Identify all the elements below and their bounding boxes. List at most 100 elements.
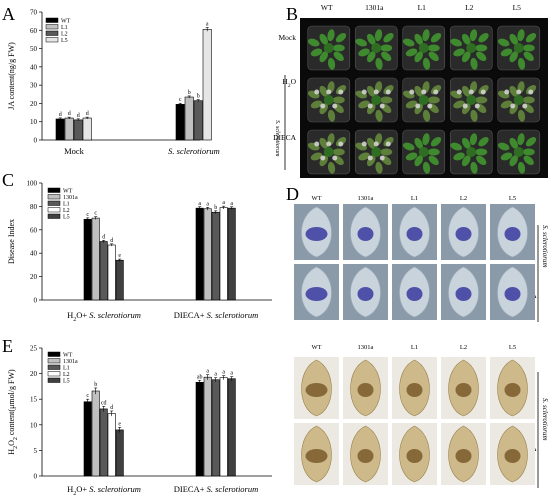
significance-letter: a: [206, 22, 209, 28]
plant-rosette-center: [466, 43, 477, 53]
significance-letter: e: [118, 421, 121, 427]
y-tick-label: 30: [30, 82, 38, 90]
plant-leaf: [517, 133, 525, 146]
legend-label: L5: [63, 215, 70, 221]
x-category-label-part: S. sclerotiorum: [205, 484, 259, 494]
significance-letter: cd: [101, 400, 107, 406]
bar: [175, 104, 185, 141]
x-category-label-part: S. sclerotiorum: [205, 310, 259, 320]
plant-leaf: [469, 29, 478, 42]
plant-leaf: [476, 51, 487, 62]
x-category-label-part: 2: [73, 491, 76, 497]
fungal-lesion: [415, 103, 421, 109]
significance-letter: d: [110, 238, 113, 244]
y-tick-label: 5: [34, 447, 38, 455]
panel-b-row-label-part: 2: [288, 83, 291, 89]
bar: [211, 379, 220, 477]
plant-leaf: [509, 137, 519, 149]
plant-leaf: [517, 29, 525, 42]
plant-leaf: [522, 96, 535, 104]
legend-label: L5: [61, 38, 68, 44]
legend-swatch: [47, 371, 61, 377]
plant-leaf: [509, 33, 519, 45]
leaf-column-label: 1301a: [358, 344, 374, 351]
significance-letter: a: [206, 369, 209, 375]
fungal-lesion: [379, 103, 385, 109]
plant-leaf: [453, 100, 465, 109]
fungal-lesion: [528, 89, 534, 95]
plant-leaf: [374, 29, 383, 42]
plant-leaf: [358, 48, 370, 57]
legend-label: L2: [63, 372, 70, 378]
bar: [64, 117, 74, 141]
y-tick-label: 20: [30, 273, 38, 281]
plant-leaf: [475, 96, 488, 104]
plant-leaf: [335, 33, 347, 43]
x-category-label: Mock: [64, 146, 85, 156]
plant-leaf: [427, 96, 440, 104]
plant-leaf: [453, 152, 465, 161]
legend-swatch: [47, 187, 61, 193]
x-category-label-part: H: [67, 310, 73, 320]
fungal-lesion: [367, 103, 373, 109]
legend-swatch: [47, 377, 61, 383]
plant-leaf: [525, 137, 537, 147]
plant-rosette-center: [513, 147, 524, 157]
leaf-column-label: WT: [311, 195, 321, 202]
bar: [83, 401, 92, 477]
plant-leaf: [366, 137, 376, 149]
plant-leaf: [414, 33, 424, 45]
significance-letter: c: [86, 212, 89, 218]
stain-spot: [305, 227, 328, 241]
plant-leaf: [380, 44, 393, 52]
bar: [211, 211, 220, 301]
significance-letter: a: [230, 371, 233, 377]
legend-swatch: [47, 351, 61, 357]
y-axis-label-part: 2: [13, 446, 19, 449]
plant-rosette-center: [513, 95, 524, 105]
plant-leaf: [414, 155, 424, 167]
bar: [91, 217, 100, 301]
plant-leaf: [430, 33, 442, 43]
fungal-lesion: [314, 89, 320, 95]
plant-leaf: [509, 85, 519, 97]
plant-leaf: [469, 133, 478, 146]
plant-rosette-center: [371, 95, 382, 105]
legend-label: 1301a: [63, 195, 78, 201]
stain-spot: [406, 383, 423, 397]
fungal-lesion: [367, 155, 373, 161]
x-category-label-part: DIECA+: [174, 484, 205, 494]
stain-spot: [406, 227, 423, 241]
y-tick-label: 0: [34, 473, 38, 481]
plant-leaf: [427, 148, 440, 156]
panel-b-column-label: L2: [465, 3, 474, 12]
bar: [115, 429, 124, 477]
fungal-lesion: [373, 141, 379, 147]
fungal-lesion: [462, 103, 468, 109]
panel-letter-a: A: [2, 4, 15, 24]
y-tick-label: 0: [34, 297, 38, 305]
stain-spot: [406, 449, 423, 463]
x-category-label-part: O+: [76, 310, 87, 320]
significance-letter: d: [77, 113, 80, 119]
y-axis-label: JA content(ng/g FW): [7, 42, 16, 110]
plant-leaf: [497, 142, 510, 151]
stain-spot: [305, 287, 328, 301]
stain-spot: [305, 449, 328, 463]
fungal-lesion: [409, 89, 415, 95]
plant-leaf: [422, 29, 430, 42]
significance-letter: a: [214, 372, 217, 378]
fungal-lesion: [480, 89, 486, 95]
fungal-lesion: [326, 141, 332, 147]
fungal-lesion: [385, 141, 391, 147]
fungal-lesion: [361, 141, 367, 147]
y-tick-label: 20: [30, 370, 38, 378]
panel-letter-e: E: [2, 336, 13, 356]
plant-leaf: [450, 142, 462, 151]
bar: [203, 376, 212, 477]
y-tick-label: 40: [30, 63, 38, 71]
stain-spot: [455, 287, 472, 301]
